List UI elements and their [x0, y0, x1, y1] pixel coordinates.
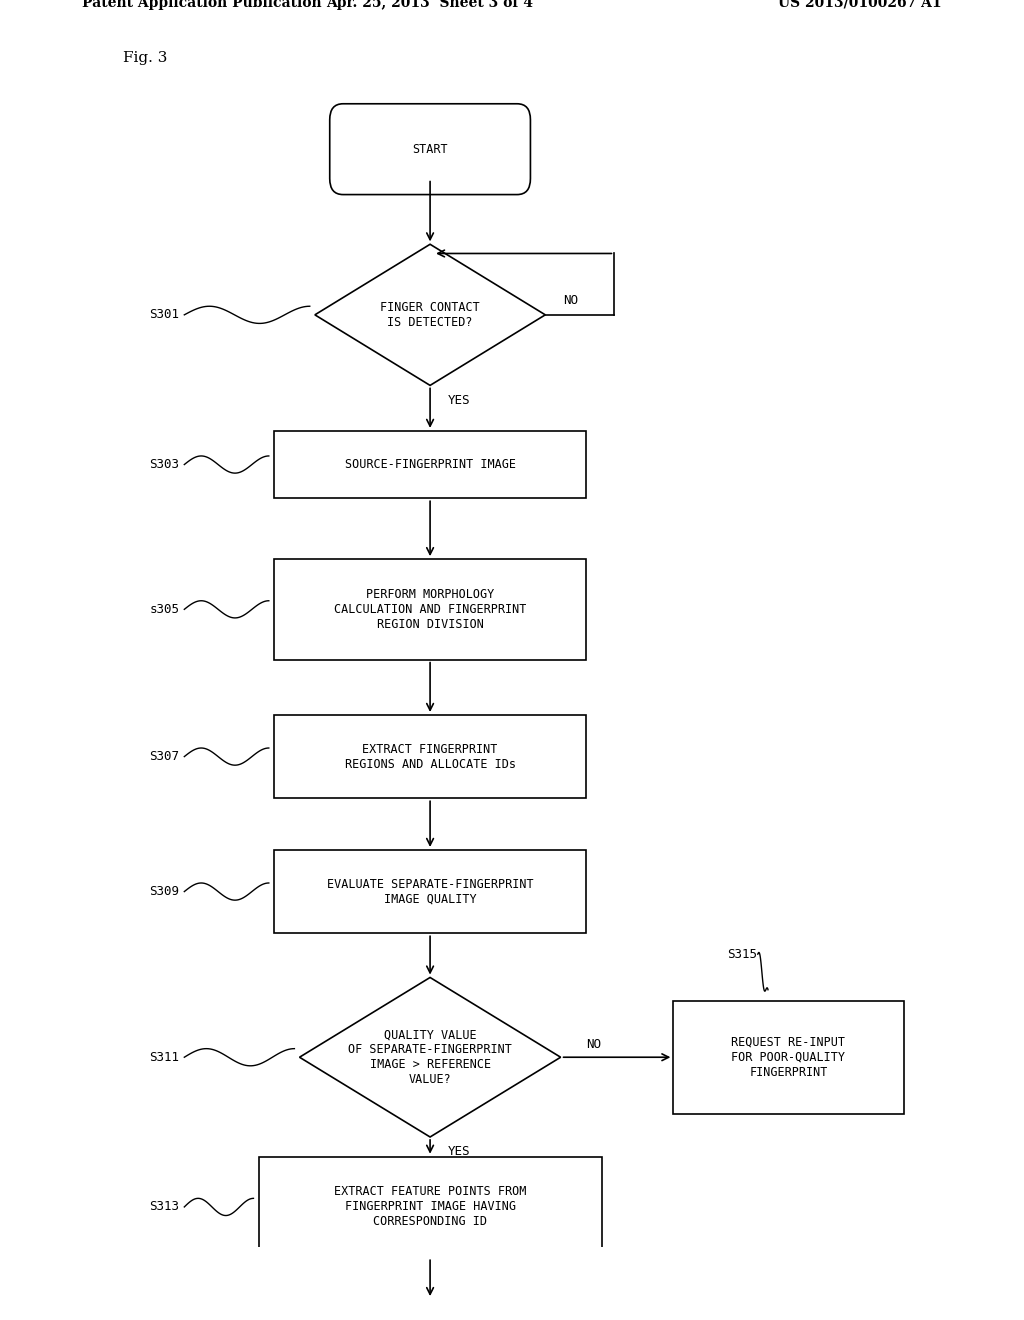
- Bar: [258, 1156, 601, 1257]
- FancyBboxPatch shape: [342, 1283, 517, 1320]
- Text: Apr. 25, 2013  Sheet 3 of 4: Apr. 25, 2013 Sheet 3 of 4: [327, 0, 534, 9]
- Text: START: START: [413, 143, 447, 156]
- Bar: [273, 560, 586, 660]
- Bar: [273, 850, 586, 933]
- Text: REQUEST RE-INPUT
FOR POOR-QUALITY
FINGERPRINT: REQUEST RE-INPUT FOR POOR-QUALITY FINGER…: [731, 1036, 846, 1078]
- Text: S311: S311: [150, 1051, 179, 1064]
- Text: S303: S303: [150, 458, 179, 471]
- Text: Patent Application Publication: Patent Application Publication: [82, 0, 322, 9]
- Text: NO: NO: [563, 293, 579, 306]
- Text: S315: S315: [727, 948, 757, 961]
- Text: Fig. 3: Fig. 3: [123, 51, 167, 65]
- Text: s305: s305: [150, 603, 179, 616]
- Text: SOURCE-FINGERPRINT IMAGE: SOURCE-FINGERPRINT IMAGE: [345, 458, 515, 471]
- Text: QUALITY VALUE
OF SEPARATE-FINGERPRINT
IMAGE > REFERENCE
VALUE?: QUALITY VALUE OF SEPARATE-FINGERPRINT IM…: [348, 1028, 512, 1086]
- Text: S313: S313: [150, 1200, 179, 1213]
- Polygon shape: [315, 244, 545, 385]
- Bar: [273, 430, 586, 498]
- Text: US 2013/0100267 A1: US 2013/0100267 A1: [778, 0, 942, 9]
- Polygon shape: [299, 978, 561, 1137]
- Text: FINGER CONTACT
IS DETECTED?: FINGER CONTACT IS DETECTED?: [380, 301, 480, 329]
- Text: S301: S301: [150, 309, 179, 321]
- Text: NO: NO: [586, 1039, 601, 1052]
- Text: EXTRACT FINGERPRINT
REGIONS AND ALLOCATE IDs: EXTRACT FINGERPRINT REGIONS AND ALLOCATE…: [345, 743, 515, 771]
- Text: EXTRACT FEATURE POINTS FROM
FINGERPRINT IMAGE HAVING
CORRESPONDING ID: EXTRACT FEATURE POINTS FROM FINGERPRINT …: [334, 1185, 526, 1229]
- Bar: [674, 1001, 903, 1114]
- Text: YES: YES: [447, 393, 470, 407]
- Text: EVALUATE SEPARATE-FINGERPRINT
IMAGE QUALITY: EVALUATE SEPARATE-FINGERPRINT IMAGE QUAL…: [327, 878, 534, 906]
- Text: PERFORM MORPHOLOGY
CALCULATION AND FINGERPRINT
REGION DIVISION: PERFORM MORPHOLOGY CALCULATION AND FINGE…: [334, 587, 526, 631]
- Bar: [273, 715, 586, 799]
- FancyBboxPatch shape: [330, 104, 530, 194]
- Text: S307: S307: [150, 750, 179, 763]
- Text: YES: YES: [447, 1146, 470, 1158]
- Text: S309: S309: [150, 886, 179, 898]
